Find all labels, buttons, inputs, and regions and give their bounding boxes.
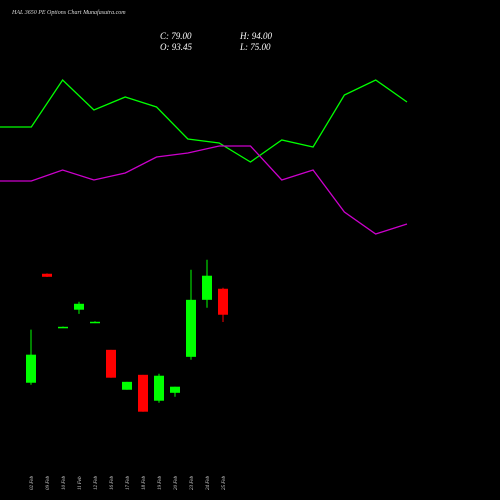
x-tick-label: 09 Feb — [46, 475, 51, 490]
candle-body — [122, 381, 132, 390]
x-tick-label: 20 Feb — [174, 475, 179, 490]
candle-body — [42, 273, 52, 277]
chart-title: HAL 3650 PE Options Chart Munafasutra.co… — [11, 9, 126, 16]
x-tick-label: 16 Feb — [110, 475, 115, 490]
indicator-line — [0, 145, 408, 235]
candle-body — [202, 275, 212, 300]
x-tick-label: 19 Feb — [158, 475, 163, 490]
x-tick-label: 18 Feb — [142, 475, 147, 490]
close-label: C: 79.00 — [160, 31, 192, 41]
x-tick-label: 10 Feb — [62, 475, 67, 490]
indicator-line — [0, 78, 408, 163]
x-tick-label: 24 Feb — [206, 475, 211, 490]
x-tick-label: 11 Feb — [78, 476, 83, 490]
high-label: H: 94.00 — [239, 31, 272, 41]
candle-body — [138, 374, 148, 412]
open-label: O: 93.45 — [160, 42, 192, 52]
x-tick-label: 23 Feb — [190, 475, 195, 490]
x-tick-label: 25 Feb — [222, 475, 227, 490]
candle-body — [106, 349, 116, 378]
candle-body — [186, 299, 196, 357]
candle-body — [58, 326, 68, 329]
low-label: L: 75.00 — [239, 42, 271, 52]
candle-body — [154, 375, 164, 401]
candle-body — [26, 354, 36, 383]
candle-body — [218, 288, 228, 315]
candle-body — [170, 386, 180, 393]
x-tick-label: 17 Feb — [126, 475, 131, 490]
x-tick-label: 02 Feb — [30, 475, 35, 490]
candle-body — [90, 321, 100, 324]
x-tick-label: 12 Feb — [94, 475, 99, 490]
candle-body — [74, 303, 84, 310]
